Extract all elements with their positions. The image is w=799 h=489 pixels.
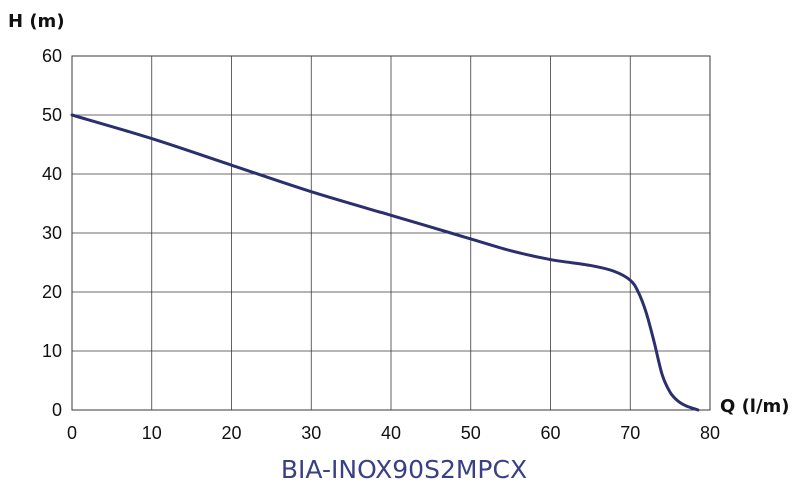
x-tick-label: 70 (620, 423, 640, 443)
x-tick-label: 80 (700, 423, 720, 443)
x-tick-label: 0 (67, 423, 77, 443)
y-tick-label: 0 (52, 400, 62, 420)
series-line-head-vs-flow (70, 113, 700, 412)
y-tick-label: 20 (42, 282, 62, 302)
y-tick-label: 60 (42, 46, 62, 66)
x-tick-label: 30 (301, 423, 321, 443)
y-tick-label: 10 (42, 341, 62, 361)
x-tick-label: 20 (221, 423, 241, 443)
y-tick-label: 30 (42, 223, 62, 243)
x-axis-label: Q (l/m) (720, 396, 790, 417)
x-tick-label: 40 (381, 423, 401, 443)
x-tick-label: 50 (461, 423, 481, 443)
y-axis-label: H (m) (8, 11, 65, 32)
chart-title: BIA-INOX90S2MPCX (281, 455, 527, 484)
grid (71, 55, 711, 411)
plot-frame (71, 55, 711, 411)
y-tick-label: 50 (42, 105, 62, 125)
y-tick-label: 40 (42, 164, 62, 184)
x-tick-label: 60 (540, 423, 560, 443)
x-tick-labels: 0 10 20 30 40 50 60 70 80 (67, 423, 720, 443)
x-tick-label: 10 (142, 423, 162, 443)
y-tick-labels: 0 10 20 30 40 50 60 (42, 46, 62, 420)
